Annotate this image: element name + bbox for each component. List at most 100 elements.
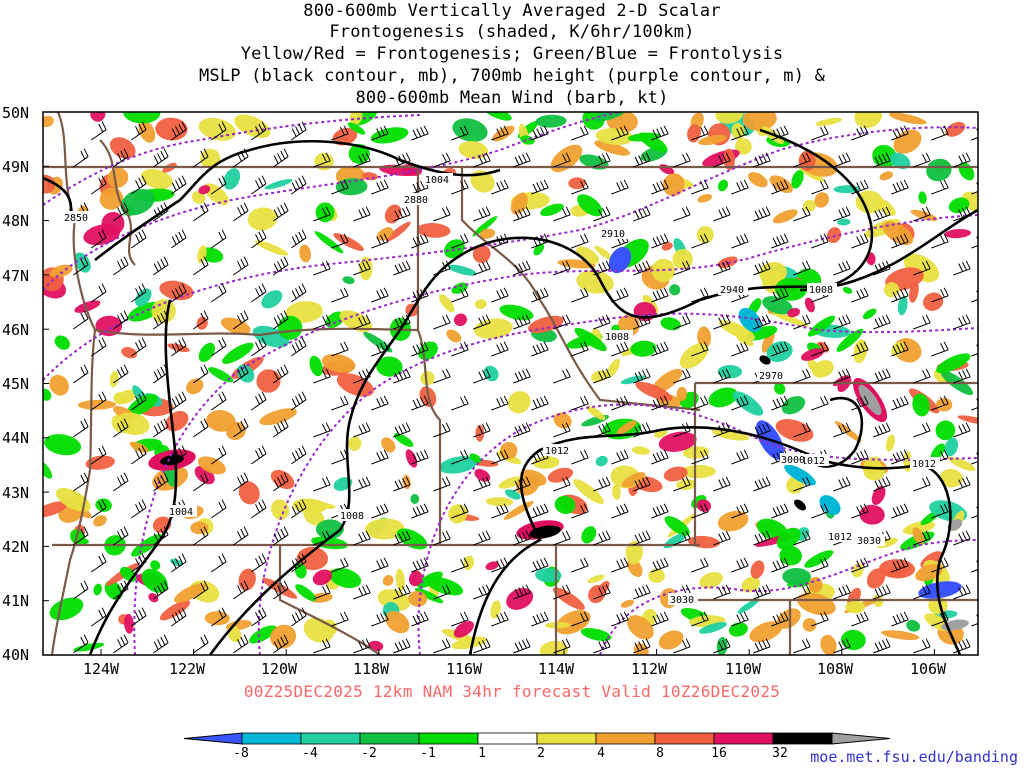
wind-barb xyxy=(451,179,469,195)
wind-barb xyxy=(331,557,349,573)
shading-blob xyxy=(781,396,806,415)
lon-label: 118W xyxy=(352,660,390,678)
wind-barb xyxy=(193,148,209,168)
wind-barb xyxy=(793,584,811,600)
wind-barb xyxy=(771,341,789,357)
shading-blob xyxy=(957,415,978,425)
wind-barb xyxy=(491,179,509,195)
wind-barb xyxy=(651,449,669,465)
wind-barb xyxy=(393,152,411,168)
wind-barb xyxy=(713,152,731,168)
shading-blob xyxy=(408,570,423,587)
wind-barb xyxy=(273,472,289,492)
shading-blob xyxy=(776,608,801,629)
colorbar-swatch xyxy=(713,732,774,745)
wind-barb xyxy=(673,152,691,168)
shading-blob xyxy=(159,600,191,621)
wind-barb xyxy=(851,125,869,141)
title-line-1: 800-600mb Vertically Averaged 2-D Scalar xyxy=(303,1,721,21)
wind-barb xyxy=(491,503,509,519)
wind-barb xyxy=(73,526,89,546)
wind-barb xyxy=(571,395,589,411)
height-label: 2910 xyxy=(601,229,625,240)
wind-barb xyxy=(833,152,851,168)
wind-barb xyxy=(513,638,531,654)
shading-blob xyxy=(576,246,599,264)
wind-barb xyxy=(371,179,389,195)
wind-barb xyxy=(873,638,891,654)
wind-barb xyxy=(833,476,851,492)
wind-barb xyxy=(411,611,429,627)
shading-blob xyxy=(469,453,482,463)
wind-barb xyxy=(113,526,129,546)
wind-barb xyxy=(313,260,331,276)
wind-barb xyxy=(211,337,227,357)
wind-barb xyxy=(691,125,709,141)
wind-barb xyxy=(651,287,669,303)
shading-blob xyxy=(540,203,564,217)
shading-blob xyxy=(249,625,277,644)
shading-blob xyxy=(124,613,134,634)
wind-barb xyxy=(131,553,147,573)
credit-link[interactable]: moe.met.fsu.edu/banding xyxy=(810,748,1018,766)
shading-blob xyxy=(851,563,864,578)
wind-barb xyxy=(691,341,709,357)
wind-barb xyxy=(851,395,869,411)
shading-blob xyxy=(574,327,607,352)
colorbar-label: 2 xyxy=(537,746,545,761)
shading-blob xyxy=(862,308,877,320)
shading-blob xyxy=(874,197,896,216)
wind-barb xyxy=(793,206,811,222)
wind-barb xyxy=(553,206,571,222)
wind-barb xyxy=(473,314,491,330)
shading-blob xyxy=(150,560,161,571)
shading-blob xyxy=(127,394,158,416)
shading-blob xyxy=(408,590,428,607)
shading-blob xyxy=(208,367,234,383)
wind-barb xyxy=(91,175,107,195)
wind-barb xyxy=(953,476,971,492)
wind-barb xyxy=(913,206,931,222)
shading-blob xyxy=(648,568,665,584)
shading-blob xyxy=(669,284,681,296)
wind-barb xyxy=(371,125,389,141)
shading-blob xyxy=(416,223,451,238)
shading-blob xyxy=(737,598,760,614)
wind-barb xyxy=(673,530,691,546)
wind-barb xyxy=(411,125,429,141)
wind-barb xyxy=(651,557,669,573)
shading-blob xyxy=(539,640,568,655)
shading-blob xyxy=(748,172,768,188)
wind-barb xyxy=(233,364,249,384)
wind-barb xyxy=(571,179,589,195)
colorbar-swatch xyxy=(654,732,715,745)
mslp-contour-1012 xyxy=(468,426,962,655)
wind-barb xyxy=(491,341,509,357)
lat-label: 47N xyxy=(2,267,30,285)
lon-label: 108W xyxy=(816,660,854,678)
wind-barb xyxy=(931,503,949,519)
wind-barb xyxy=(273,580,289,600)
wind-barb xyxy=(753,476,771,492)
wind-barb xyxy=(291,229,307,249)
shading-blob xyxy=(120,189,155,216)
height-label: 2850 xyxy=(64,213,88,224)
wind-barb xyxy=(451,287,469,303)
wind-barb xyxy=(771,125,789,141)
shading-blob xyxy=(630,340,657,357)
wind-barb xyxy=(491,611,509,627)
shading-blob xyxy=(621,472,646,488)
wind-barb xyxy=(473,530,491,546)
wind-barb xyxy=(891,395,909,411)
shading-blob xyxy=(482,112,512,121)
wind-barb xyxy=(251,607,267,627)
shading-blob xyxy=(761,330,775,353)
wind-barb xyxy=(251,337,267,357)
wind-barb xyxy=(491,557,509,573)
shading-blob xyxy=(479,228,496,239)
shading-blob xyxy=(568,177,586,190)
wind-barb xyxy=(251,391,267,411)
wind-barb xyxy=(411,341,429,357)
wind-barb xyxy=(131,121,147,141)
wind-barb xyxy=(313,584,331,600)
